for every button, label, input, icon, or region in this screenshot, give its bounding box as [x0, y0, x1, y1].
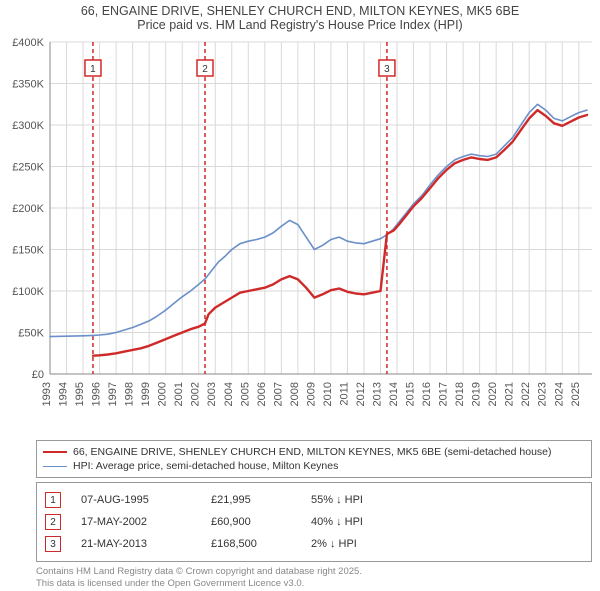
x-tick-label: 2012 — [355, 382, 367, 406]
x-tick-label: 1993 — [41, 382, 53, 406]
marker-badge-number: 2 — [202, 64, 208, 75]
chart-plot-area: £0 £50K £100K £150K £200K £250K £300K £350K £400… — [0, 34, 600, 434]
transaction-delta: 40% ↓ HPI — [311, 516, 431, 528]
y-tick-label: £350K — [12, 79, 44, 91]
x-tick-label: 2025 — [570, 382, 582, 406]
transaction-badge-number: 1 — [50, 495, 56, 506]
x-tick-label: 2005 — [239, 382, 251, 406]
transaction-row: 2 17-MAY-2002£60,90040% ↓ HPI — [45, 511, 583, 533]
x-tick-label: 2010 — [322, 382, 334, 406]
x-tick-label: 2008 — [289, 382, 301, 406]
y-tick-label: £400K — [12, 37, 44, 49]
transaction-price: £168,500 — [211, 538, 311, 550]
x-tick-label: 1999 — [140, 382, 152, 406]
legend-label: HPI: Average price, semi-detached house,… — [73, 460, 338, 472]
title-line-1: 66, ENGAINE DRIVE, SHENLEY CHURCH END, M… — [8, 4, 592, 18]
y-tick-label: £0 — [32, 369, 44, 381]
x-tick-label: 2011 — [338, 382, 350, 406]
x-tick-label: 1995 — [74, 382, 86, 406]
series-hpi — [50, 104, 587, 336]
transactions-table: 1 07-AUG-1995£21,99555% ↓ HPI 2 17-MAY-2002… — [36, 482, 592, 562]
x-tick-label: 2007 — [272, 382, 284, 406]
x-tick-label: 2016 — [421, 382, 433, 406]
transaction-price: £60,900 — [211, 516, 311, 528]
x-tick-label: 1998 — [124, 382, 136, 406]
legend-row: HPI: Average price, semi-detached house,… — [43, 459, 585, 473]
x-tick-label: 2001 — [173, 382, 185, 406]
legend-row: 66, ENGAINE DRIVE, SHENLEY CHURCH END, M… — [43, 445, 585, 459]
x-tick-label: 2022 — [520, 382, 532, 406]
transaction-badge: 3 — [45, 536, 61, 552]
y-tick-label: £50K — [18, 328, 44, 340]
chart-svg: £0 £50K £100K £150K £200K £250K £300K £350K £400… — [0, 34, 600, 434]
chart-container: 66, ENGAINE DRIVE, SHENLEY CHURCH END, M… — [0, 0, 600, 590]
x-tick-label: 2015 — [405, 382, 417, 406]
transaction-price: £21,995 — [211, 494, 311, 506]
legend-box: 66, ENGAINE DRIVE, SHENLEY CHURCH END, M… — [36, 440, 592, 478]
x-tick-label: 2002 — [190, 382, 202, 406]
transaction-delta: 2% ↓ HPI — [311, 538, 431, 550]
x-tick-label: 2019 — [471, 382, 483, 406]
x-tick-label: 2009 — [305, 382, 317, 406]
x-tick-label: 2004 — [223, 382, 235, 406]
x-tick-label: 2013 — [371, 382, 383, 406]
legend-label: 66, ENGAINE DRIVE, SHENLEY CHURCH END, M… — [73, 446, 552, 458]
y-tick-label: £250K — [12, 162, 44, 174]
legend-swatch — [43, 451, 67, 453]
transaction-date: 21-MAY-2013 — [81, 538, 211, 550]
x-tick-label: 2014 — [388, 382, 400, 406]
y-tick-label: £100K — [12, 286, 44, 298]
legend-swatch — [43, 466, 67, 467]
x-tick-label: 2006 — [256, 382, 268, 406]
x-tick-label: 1996 — [91, 382, 103, 406]
y-tick-label: £150K — [12, 245, 44, 257]
transaction-row: 3 21-MAY-2013£168,5002% ↓ HPI — [45, 533, 583, 555]
attribution-line-2: This data is licensed under the Open Gov… — [36, 578, 592, 590]
x-tick-label: 2024 — [553, 382, 565, 406]
title-line-2: Price paid vs. HM Land Registry's House … — [8, 18, 592, 32]
x-tick-label: 1994 — [58, 382, 70, 406]
attribution-line-1: Contains HM Land Registry data © Crown c… — [36, 566, 592, 578]
y-tick-label: £300K — [12, 120, 44, 132]
x-tick-label: 2000 — [157, 382, 169, 406]
x-tick-label: 1997 — [107, 382, 119, 406]
transaction-delta: 55% ↓ HPI — [311, 494, 431, 506]
transaction-badge-number: 3 — [50, 539, 56, 550]
title-block: 66, ENGAINE DRIVE, SHENLEY CHURCH END, M… — [0, 0, 600, 34]
transaction-badge: 2 — [45, 514, 61, 530]
x-tick-label: 2003 — [206, 382, 218, 406]
marker-badge-number: 3 — [384, 64, 390, 75]
transaction-badge: 1 — [45, 492, 61, 508]
transaction-date: 17-MAY-2002 — [81, 516, 211, 528]
marker-badge-number: 1 — [90, 64, 96, 75]
transaction-date: 07-AUG-1995 — [81, 494, 211, 506]
x-tick-label: 2021 — [504, 382, 516, 406]
x-tick-label: 2023 — [537, 382, 549, 406]
transaction-badge-number: 2 — [50, 517, 56, 528]
x-tick-label: 2018 — [454, 382, 466, 406]
x-tick-label: 2020 — [487, 382, 499, 406]
transaction-row: 1 07-AUG-1995£21,99555% ↓ HPI — [45, 489, 583, 511]
x-tick-label: 2017 — [438, 382, 450, 406]
attribution-block: Contains HM Land Registry data © Crown c… — [36, 566, 592, 591]
y-tick-label: £200K — [12, 203, 44, 215]
